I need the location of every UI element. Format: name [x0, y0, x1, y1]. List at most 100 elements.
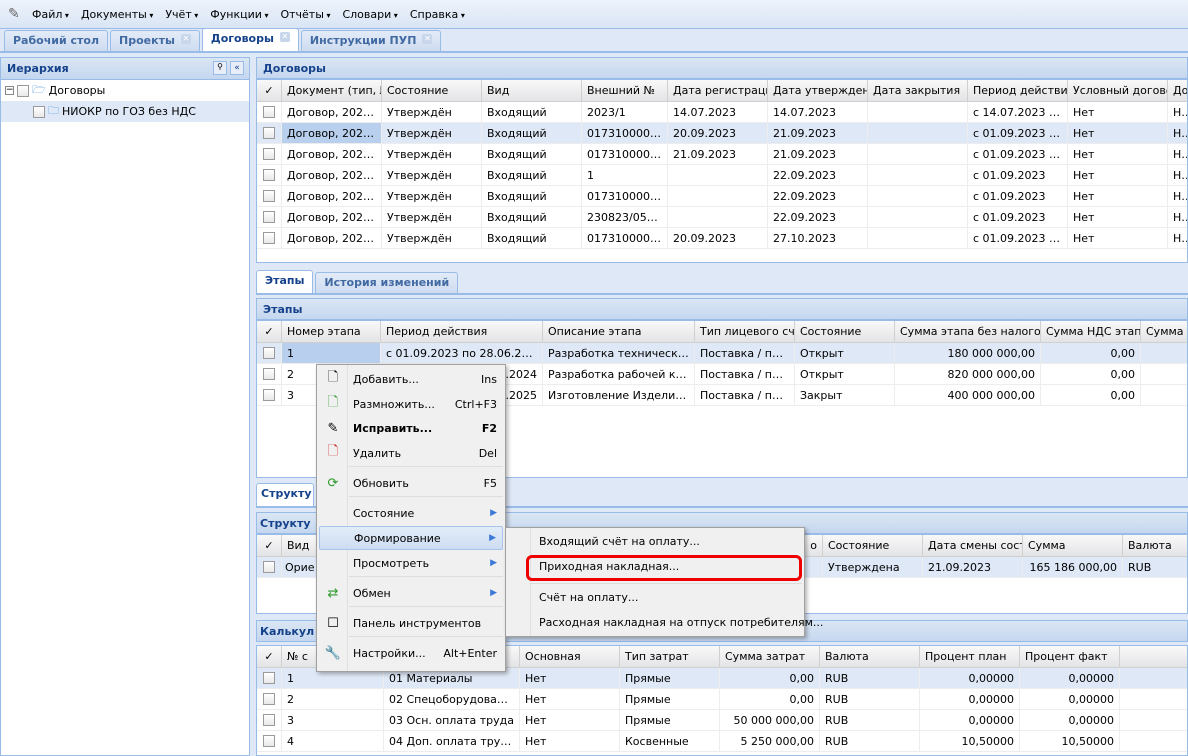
tab-close-icon[interactable]: ✕ [180, 34, 191, 44]
row-checkbox-cell[interactable] [257, 557, 282, 577]
table-row[interactable]: 1 01 Материалы Нет Прямые 0,00 RUB 0,00000 0,00… [257, 668, 1187, 689]
menu-item-5[interactable]: Состояние ▶ [319, 501, 503, 525]
tab-1[interactable]: Проекты ✕ [110, 30, 200, 51]
row-checkbox[interactable] [263, 368, 275, 380]
column-header[interactable]: Сумма затрат [720, 646, 820, 667]
column-header[interactable]: Основная [520, 646, 620, 667]
menu-3[interactable]: Функции [210, 8, 268, 21]
column-header[interactable]: Сумма НДС этапа [1041, 321, 1141, 342]
row-checkbox[interactable] [263, 232, 275, 244]
tree-node-contracts[interactable]: − 🗁 Договоры [1, 80, 249, 101]
column-header[interactable]: Сумма [1023, 535, 1123, 556]
select-all-column[interactable]: ✓ [257, 535, 282, 556]
row-checkbox-cell[interactable] [257, 165, 282, 185]
table-row[interactable]: Договор, 2023/... Утверждён Входящий 2023/1… [257, 102, 1187, 123]
menu-item-1[interactable]: 🗋 Размножить... Ctrl+F3 [319, 392, 503, 416]
select-all-column[interactable]: ✓ [257, 321, 282, 342]
row-checkbox[interactable] [263, 148, 275, 160]
column-header[interactable]: Дата регистрации [668, 80, 768, 101]
row-checkbox-cell[interactable] [257, 343, 282, 363]
row-checkbox[interactable] [263, 561, 275, 573]
column-header[interactable]: Период действия... [968, 80, 1068, 101]
menu-item-7[interactable]: Просмотреть ▶ [319, 551, 503, 575]
column-header[interactable]: Валюта [1123, 535, 1187, 556]
row-checkbox[interactable] [263, 211, 275, 223]
menu-0[interactable]: Файл [32, 8, 69, 21]
row-checkbox-cell[interactable] [257, 207, 282, 227]
menu-4[interactable]: Отчёты [280, 8, 330, 21]
tab-3[interactable]: Инструкции ПУП ✕ [300, 30, 442, 51]
column-header[interactable]: Документ (тип, № [282, 80, 382, 101]
row-checkbox[interactable] [263, 693, 275, 705]
column-header[interactable]: Дата смены состоя [923, 535, 1023, 556]
row-checkbox[interactable] [263, 169, 275, 181]
column-header[interactable]: Описание этапа [543, 321, 695, 342]
submenu-item-2[interactable]: Счёт на оплату... [539, 591, 639, 604]
column-header[interactable]: Внешний № [582, 80, 668, 101]
row-checkbox[interactable] [263, 672, 275, 684]
tree-checkbox[interactable] [33, 105, 45, 118]
tab-close-icon[interactable]: ✕ [279, 32, 290, 42]
table-row[interactable]: 3.2025 Изготовление Изделия и ... Поставка… [257, 385, 1187, 406]
tree-checkbox[interactable] [17, 84, 29, 97]
tree-collapse-icon[interactable]: − [5, 85, 14, 95]
menu-item-10[interactable]: 🔧 Настройки... Alt+Enter [319, 641, 503, 665]
menu-1[interactable]: Документы [81, 8, 153, 21]
table-row[interactable]: Договор, 2023/... Утверждён Входящий 017310… [257, 228, 1187, 249]
menu-5[interactable]: Словари [342, 8, 397, 21]
menu-item-2[interactable]: ✎ Исправить... F2 [319, 416, 503, 440]
row-checkbox-cell[interactable] [257, 102, 282, 122]
row-checkbox[interactable] [263, 106, 275, 118]
menu-item-4[interactable]: ⟳ Обновить F5 [319, 471, 503, 495]
column-header[interactable]: Период действия [381, 321, 543, 342]
column-header[interactable]: Сумма этапа без налогов [895, 321, 1041, 342]
table-row[interactable]: Договор, 2023/... Утверждён Входящий 017310… [257, 144, 1187, 165]
row-checkbox[interactable] [263, 389, 275, 401]
column-header[interactable]: Вид [482, 80, 582, 101]
column-header[interactable]: Процент план [920, 646, 1020, 667]
row-checkbox-cell[interactable] [257, 689, 282, 709]
row-checkbox-cell[interactable] [257, 228, 282, 248]
column-header[interactable]: Тип затрат [620, 646, 720, 667]
submenu-item-1[interactable]: Приходная накладная... [539, 560, 680, 573]
search-binoculars-icon[interactable]: ⚲ [213, 61, 227, 75]
collapse-panel-icon[interactable]: « [230, 61, 244, 75]
table-row[interactable]: Договор, 2023/... Утверждён Входящий 017310… [257, 186, 1187, 207]
row-checkbox-cell[interactable] [257, 668, 282, 688]
row-checkbox-cell[interactable] [257, 186, 282, 206]
submenu-item-0[interactable]: Входящий счёт на оплату... [539, 535, 700, 548]
subtab-0[interactable]: Этапы [256, 270, 314, 293]
column-header[interactable]: Процент факт [1020, 646, 1120, 667]
row-checkbox-cell[interactable] [257, 731, 282, 751]
row-checkbox[interactable] [263, 347, 275, 359]
menu-2[interactable]: Учёт [165, 8, 198, 21]
tab-structure[interactable]: Структу [256, 483, 314, 506]
menu-item-6[interactable]: Формирование ▶ [319, 526, 503, 550]
column-header[interactable]: Тип лицевого счё [695, 321, 795, 342]
menu-item-3[interactable]: 🗋 Удалить Del [319, 441, 503, 465]
column-header[interactable]: Валюта [820, 646, 920, 667]
column-header[interactable]: Условный договор [1068, 80, 1168, 101]
select-all-column[interactable]: ✓ [257, 80, 282, 101]
row-checkbox-cell[interactable] [257, 364, 282, 384]
tab-close-icon[interactable]: ✕ [422, 34, 433, 44]
subtab-1[interactable]: История изменений [315, 272, 459, 293]
table-row[interactable]: 2.2024 Разработка рабочей конс... Поставка… [257, 364, 1187, 385]
menu-item-9[interactable]: ☐ Панель инструментов [319, 611, 503, 635]
column-header[interactable]: Сумма э [1141, 321, 1187, 342]
menu-item-8[interactable]: ⇄ Обмен ▶ [319, 581, 503, 605]
row-checkbox[interactable] [263, 735, 275, 747]
select-all-column[interactable]: ✓ [257, 646, 282, 667]
table-row[interactable]: 3 03 Осн. оплата труда Нет Прямые 50 000 000… [257, 710, 1187, 731]
row-checkbox[interactable] [263, 127, 275, 139]
column-header[interactable] [384, 646, 520, 667]
tab-2[interactable]: Договоры ✕ [201, 28, 299, 51]
column-header[interactable]: Номер этапа [282, 321, 381, 342]
column-header[interactable]: Дата закрытия [868, 80, 968, 101]
table-row[interactable]: Договор, 2023/... Утверждён Входящий 230823… [257, 207, 1187, 228]
tab-0[interactable]: Рабочий стол [4, 30, 109, 51]
row-checkbox[interactable] [263, 190, 275, 202]
column-header[interactable]: о [382, 535, 823, 556]
table-row[interactable]: 2 02 Спецоборудование Нет Прямые 0,00 RUB 0,00… [257, 689, 1187, 710]
